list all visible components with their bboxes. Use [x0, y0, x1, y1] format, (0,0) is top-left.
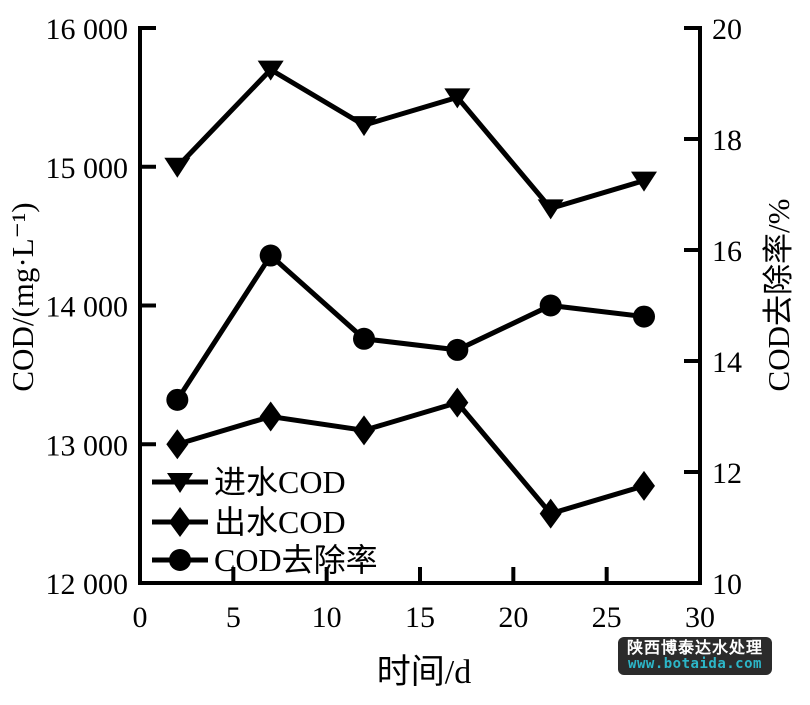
legend-markers — [152, 473, 208, 571]
y-left-tick-label: 14 000 — [46, 291, 129, 324]
x-tick-label: 20 — [498, 601, 528, 634]
y-left-tick-label: 15 000 — [46, 152, 129, 185]
legend-label-influent-cod: 进水COD — [214, 464, 346, 500]
legend-label-effluent-cod: 出水COD — [214, 504, 346, 540]
y-left-axis-title: COD/(mg·L⁻¹) — [5, 202, 40, 391]
watermark-url: www.botaida.com — [628, 656, 762, 673]
axis-ticks — [138, 26, 702, 585]
y-right-tick-label: 10 — [712, 568, 742, 601]
y-left-tick-label: 13 000 — [46, 429, 129, 462]
x-tick-label: 10 — [312, 601, 342, 634]
y-right-axis-title: COD去除率/% — [761, 199, 796, 392]
data-series — [164, 60, 657, 529]
y-right-tick-label: 16 — [712, 235, 742, 268]
y-right-tick-label: 12 — [712, 457, 742, 490]
y-right-tick-label: 18 — [712, 124, 742, 157]
y-right-tick-label: 20 — [712, 13, 742, 46]
x-axis-title: 时间/d — [377, 654, 471, 691]
y-left-tick-label: 12 000 — [46, 568, 129, 601]
watermark-badge: 陕西博泰达水处理 www.botaida.com — [618, 637, 772, 675]
x-tick-label: 30 — [685, 601, 715, 634]
x-tick-label: 0 — [133, 601, 148, 634]
legend-label-removal-rate: COD去除率 — [214, 542, 378, 578]
x-tick-label: 5 — [226, 601, 241, 634]
axis-labels: 16 000 15 000 14 000 13 000 12 000 20 18… — [5, 13, 796, 691]
x-tick-label: 15 — [405, 601, 435, 634]
x-tick-label: 25 — [592, 601, 622, 634]
y-left-tick-label: 16 000 — [46, 13, 129, 46]
y-right-tick-label: 14 — [712, 346, 742, 379]
watermark-company: 陕西博泰达水处理 — [626, 639, 763, 657]
